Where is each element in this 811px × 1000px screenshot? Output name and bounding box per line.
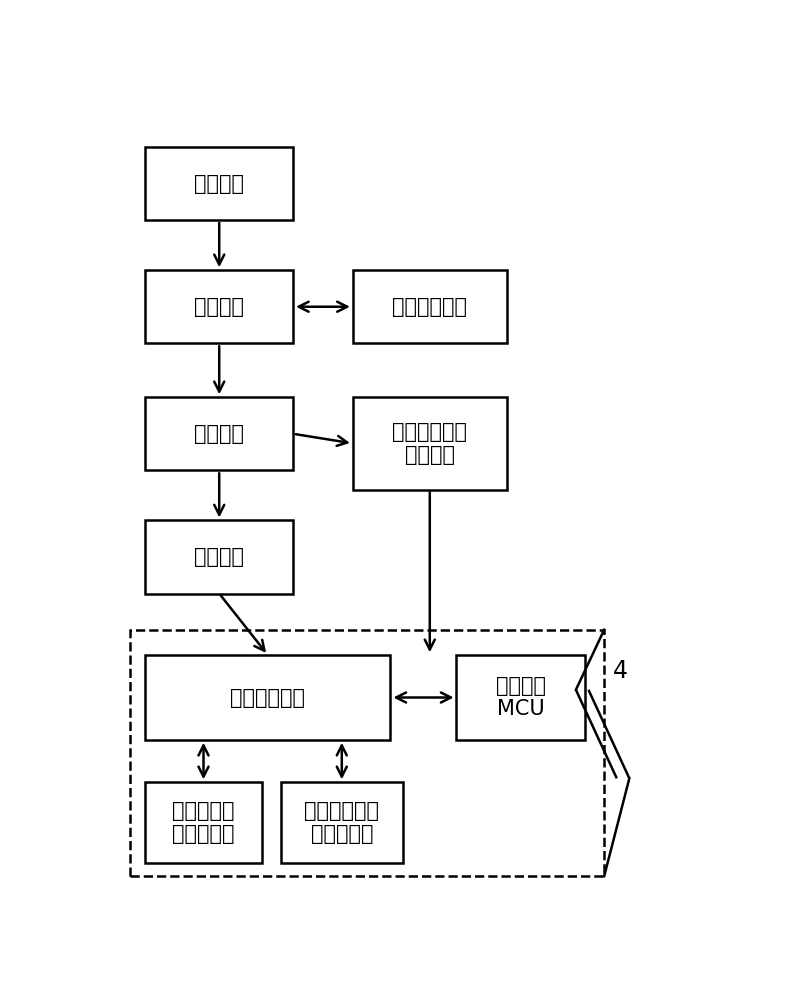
Bar	[145, 655, 391, 740]
Text: 开关电路: 开关电路	[194, 297, 244, 317]
Text: 辅助等精度频
率测量电路: 辅助等精度频 率测量电路	[304, 801, 380, 844]
Text: 微控制器
MCU: 微控制器 MCU	[496, 676, 546, 719]
Text: 感生电压衰减
监测电路: 感生电压衰减 监测电路	[393, 422, 467, 465]
Bar	[145, 782, 262, 863]
Bar	[145, 520, 293, 594]
Text: 4: 4	[612, 659, 628, 683]
Text: 激振装置: 激振装置	[194, 174, 244, 194]
Bar	[145, 147, 293, 220]
Text: 整形电路: 整形电路	[194, 547, 244, 567]
Bar	[353, 397, 507, 490]
Text: 主等精度频
率测量电路: 主等精度频 率测量电路	[172, 801, 234, 844]
Bar	[281, 782, 403, 863]
Bar	[145, 270, 293, 343]
Bar	[130, 630, 604, 876]
Bar	[353, 270, 507, 343]
Bar	[457, 655, 586, 740]
Text: 逻辑控制电路: 逻辑控制电路	[230, 688, 306, 708]
Text: 频率测量线圈: 频率测量线圈	[393, 297, 467, 317]
Bar	[145, 397, 293, 470]
Text: 放大电路: 放大电路	[194, 424, 244, 444]
